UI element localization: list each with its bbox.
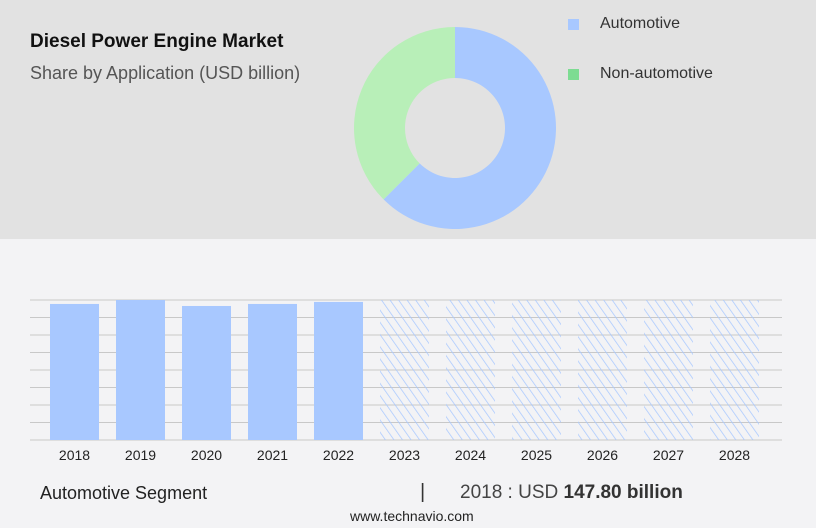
source-url: www.technavio.com <box>350 508 474 524</box>
x-tick-label: 2023 <box>389 447 420 463</box>
chart-subtitle: Share by Application (USD billion) <box>30 63 301 83</box>
x-tick-label: 2024 <box>455 447 486 463</box>
bar-2018 <box>50 303 99 440</box>
donut-slice-non-automotive <box>353 27 455 200</box>
bar-2024 <box>446 300 495 440</box>
x-tick-label: 2022 <box>323 447 354 463</box>
x-tick-label: 2025 <box>521 447 552 463</box>
bar-2019 <box>116 300 165 440</box>
x-tick-label: 2021 <box>257 447 288 463</box>
legend-swatch <box>568 19 579 30</box>
chart-title: Diesel Power Engine Market <box>30 31 284 52</box>
legend-item-non-automotive: Non-automotive <box>568 65 768 85</box>
segment-value: 2018 : USD 147.80 billion <box>460 482 683 504</box>
legend-label: Non-automotive <box>600 65 713 82</box>
legend-label: Automotive <box>600 15 681 32</box>
bar-2021 <box>248 303 297 440</box>
separator: | <box>420 481 426 503</box>
bar-2022 <box>314 301 363 440</box>
segment-label: Automotive Segment <box>40 483 208 503</box>
legend-swatch <box>568 69 579 80</box>
value-prefix: 2018 : USD <box>460 482 564 503</box>
bar-2026 <box>578 300 627 440</box>
bar-2028 <box>710 300 759 440</box>
bar-2025 <box>512 300 561 440</box>
x-tick-label: 2026 <box>587 447 618 463</box>
donut-slice-automotive <box>383 27 556 229</box>
x-tick-label: 2020 <box>191 447 222 463</box>
value-amount: 147.80 billion <box>563 482 683 503</box>
bar-2023 <box>380 300 429 440</box>
x-tick-label: 2027 <box>653 447 684 463</box>
legend-item-automotive: Automotive <box>568 15 768 35</box>
x-tick-label: 2028 <box>719 447 750 463</box>
x-tick-label: 2019 <box>125 447 156 463</box>
bar-2027 <box>644 300 693 440</box>
bar-2020 <box>182 305 231 440</box>
x-tick-label: 2018 <box>59 447 90 463</box>
